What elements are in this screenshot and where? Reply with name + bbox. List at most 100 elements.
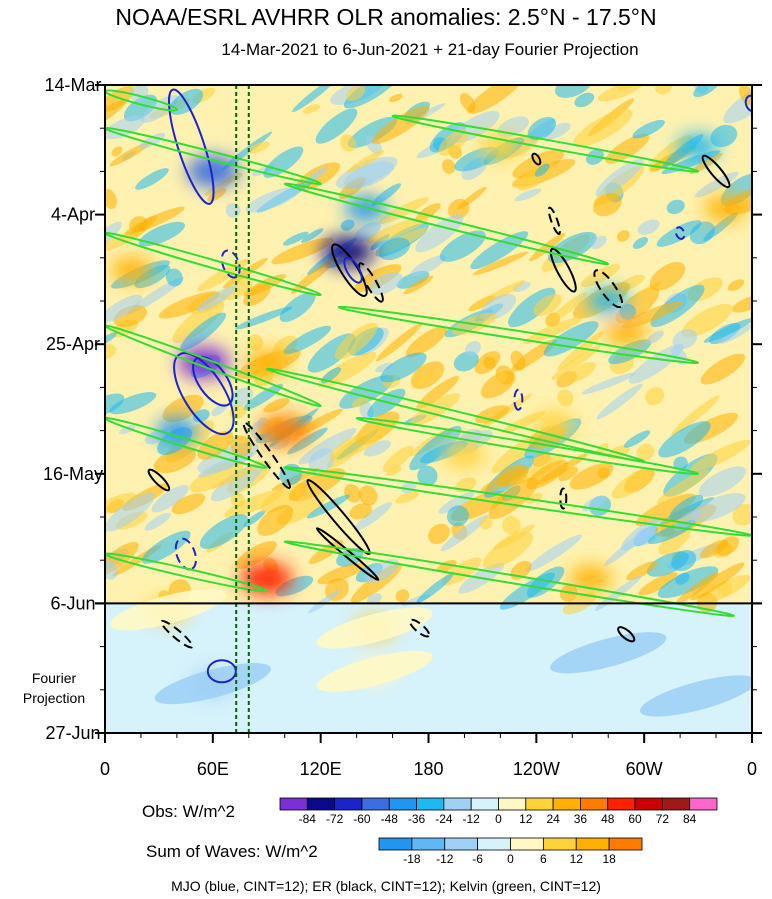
obs-colorbar-swatch xyxy=(552,797,581,811)
plot-area xyxy=(105,85,752,733)
anomaly-speck xyxy=(675,572,719,605)
anomaly-speck xyxy=(165,268,183,287)
obs-colorbar-swatch xyxy=(689,797,718,811)
anomaly-speck xyxy=(126,277,184,315)
obs-colorbar-level: 0 xyxy=(495,812,502,826)
anomaly-speck xyxy=(732,503,752,526)
anomaly-speck xyxy=(611,468,652,499)
anomaly-speck xyxy=(512,281,531,293)
anomaly-speck xyxy=(544,122,571,140)
anomaly-speck xyxy=(302,104,321,114)
anomaly-speck xyxy=(135,168,169,190)
anomaly-speck xyxy=(656,469,709,505)
er-contour xyxy=(531,152,542,166)
obs-colorbar-swatch xyxy=(661,797,691,811)
x-tick-label: 60W xyxy=(626,759,663,779)
anomaly-speck xyxy=(673,509,701,531)
anomaly-speck xyxy=(410,255,447,277)
er-contour xyxy=(306,479,371,555)
anomaly-speck xyxy=(308,589,341,614)
mjo-contour xyxy=(513,388,524,411)
anomaly-speck xyxy=(699,539,729,559)
anomaly-speck xyxy=(623,430,651,448)
anomaly-speck xyxy=(378,237,411,261)
anomaly-speck xyxy=(675,572,690,585)
waves-colorbar-level: 0 xyxy=(507,852,514,866)
fourier-label-line2: Projection xyxy=(22,690,86,706)
anomaly-speck xyxy=(336,547,364,567)
anomaly-speck xyxy=(523,316,583,345)
anomaly-speck xyxy=(700,353,746,385)
anomaly-speck xyxy=(669,494,704,521)
anomaly-speck xyxy=(371,105,430,145)
anomaly-speck xyxy=(317,562,366,585)
obs-colorbar-level: -48 xyxy=(381,812,399,826)
anomaly-speck xyxy=(525,534,582,572)
anomaly-speck xyxy=(417,465,438,487)
kelvin-contour xyxy=(105,416,268,469)
anomaly-speck xyxy=(141,530,191,564)
anomaly-speck xyxy=(689,439,751,472)
obs-colorbar-swatch xyxy=(580,797,609,811)
er-contour xyxy=(593,269,624,309)
anomaly-speck xyxy=(230,491,245,508)
anomaly-speck xyxy=(105,492,155,532)
obs-colorbar-level: -12 xyxy=(463,812,481,826)
anomaly-speck xyxy=(271,237,334,265)
anomaly-speck xyxy=(363,440,391,457)
obs-colorbar-swatch xyxy=(470,797,499,811)
anomaly-speck xyxy=(510,350,526,371)
anomaly-speck xyxy=(689,153,723,175)
kelvin-contour xyxy=(391,114,700,173)
anomaly-speck xyxy=(592,192,622,217)
anomaly-speck xyxy=(649,262,686,291)
anomaly-speck xyxy=(234,541,277,569)
anomaly-speck xyxy=(263,398,290,413)
anomaly-speck xyxy=(105,294,142,323)
anomaly-speck xyxy=(306,494,350,519)
obs-colorbar-swatch xyxy=(361,797,390,811)
anomaly-speck xyxy=(388,93,403,103)
obs-colorbar-level: -24 xyxy=(435,812,453,826)
anomaly-speck xyxy=(315,108,358,144)
anomaly-speck xyxy=(632,237,649,249)
anomaly-speck xyxy=(605,133,650,164)
anomaly-speck xyxy=(439,230,486,262)
anomaly-speck xyxy=(138,221,186,247)
anomaly-speck xyxy=(534,163,550,177)
anomaly-speck xyxy=(416,573,454,604)
anomaly-speck xyxy=(138,132,166,149)
anomaly-speck xyxy=(105,344,117,360)
anomaly-speck xyxy=(221,131,273,171)
obs-colorbar-swatch xyxy=(306,797,336,811)
anomaly-speck xyxy=(128,216,148,233)
waves-colorbar-swatch xyxy=(510,837,544,851)
fourier-projection-label: Fourier Projection xyxy=(14,668,94,708)
obs-colorbar-swatch xyxy=(416,797,445,811)
anomaly-speck xyxy=(211,403,228,417)
anomaly-speck xyxy=(347,116,398,148)
anomaly-speck xyxy=(567,362,596,383)
anomaly-speck xyxy=(657,566,719,599)
anomaly-speck xyxy=(105,115,145,140)
anomaly-speck xyxy=(693,85,721,98)
waves-colorbar-swatch xyxy=(608,837,643,851)
anomaly-speck xyxy=(105,492,136,516)
anomaly-speck xyxy=(375,362,393,373)
er-contour xyxy=(160,620,194,649)
anomaly-speck xyxy=(368,272,403,295)
x-tick-label: 120E xyxy=(300,759,342,779)
anomaly-speck xyxy=(590,235,607,250)
anomaly-speck xyxy=(257,504,294,536)
anomaly-speck xyxy=(536,453,589,485)
anomaly-blob xyxy=(479,133,522,160)
anomaly-speck xyxy=(595,159,644,197)
anomaly-speck xyxy=(111,146,123,157)
er-contour xyxy=(358,262,384,303)
kelvin-contour xyxy=(105,231,322,297)
anomaly-speck xyxy=(287,427,328,455)
anomaly-speck xyxy=(438,129,469,156)
obs-colorbar-level: -60 xyxy=(353,812,371,826)
anomaly-speck xyxy=(415,203,441,221)
anomaly-speck xyxy=(405,326,448,357)
